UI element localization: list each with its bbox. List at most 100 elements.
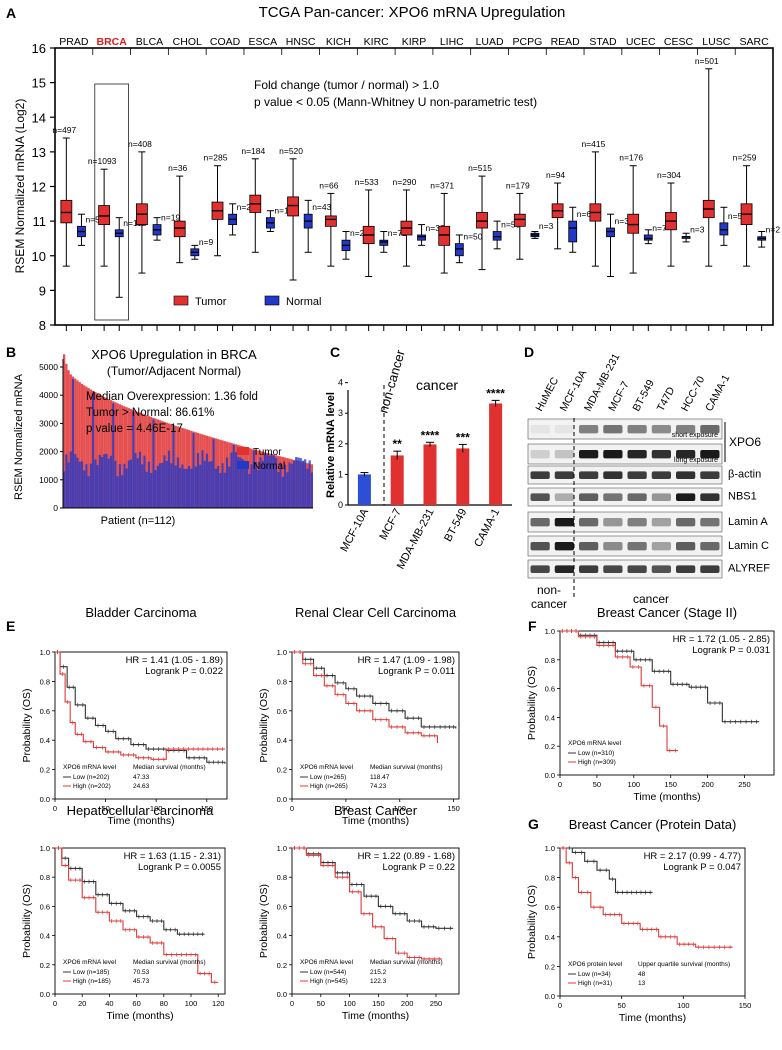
category-label: READ <box>551 36 581 48</box>
normal-bar <box>174 465 177 508</box>
km-E3: Hepatocellular carcinoma 0.0 0.2 0.4 0.6 0.8 1… <box>21 803 226 1022</box>
category-label: CHOL <box>173 36 202 48</box>
y-tick-label: 1.0 <box>545 627 555 636</box>
normal-n-label: n=50 <box>463 232 482 242</box>
normal-bar <box>116 476 119 508</box>
normal-box <box>492 231 502 241</box>
km-legend-low-label: Low (n=544) <box>310 969 346 976</box>
tumor-n-label: n=371 <box>430 180 454 190</box>
km-frame <box>54 651 228 800</box>
normal-bar <box>136 458 139 508</box>
y-tick-label: 0.8 <box>40 677 50 686</box>
normal-bar <box>254 461 258 508</box>
normal-bar <box>172 426 175 508</box>
blot-band <box>651 493 671 501</box>
km-frame <box>559 847 746 997</box>
group-noncancer-1: non- <box>537 583 561 597</box>
normal-bar <box>69 451 72 508</box>
y-tick-label: 10 <box>32 249 46 264</box>
normal-bar <box>114 460 117 508</box>
y-tick-label: 0.0 <box>277 795 287 804</box>
blot-row-label: Lamin C <box>728 540 769 552</box>
normal-bar <box>170 463 173 508</box>
tumor-n-label: n=520 <box>279 146 303 156</box>
normal-bar <box>85 464 88 508</box>
tumor-bar <box>109 400 113 508</box>
y-tick-label: 0.0 <box>545 771 555 780</box>
normal-bar <box>145 471 148 508</box>
x-tick-label: 100 <box>150 804 163 813</box>
tumor-n-label: n=259 <box>733 153 757 163</box>
category-label: PCPG <box>512 36 542 48</box>
km-median-high: 122.3 <box>370 978 387 985</box>
blot-strip <box>527 443 723 465</box>
category-label: STAD <box>589 36 617 48</box>
blot-band <box>579 542 599 551</box>
km-legend-high-label: High (n=185) <box>73 978 111 985</box>
tumor-n-label: n=290 <box>393 177 417 187</box>
tumor-box <box>98 205 111 225</box>
y-tick-label: 0 <box>338 500 343 510</box>
normal-bar <box>290 464 293 508</box>
normal-bar <box>150 472 153 508</box>
y-tick-label: 1.0 <box>277 844 287 853</box>
blot-strip <box>527 418 723 440</box>
y-tick-label: 0.2 <box>40 961 50 970</box>
km-E2: Renal Clear Cell Carcinoma 0.0 0.2 0.4 0.6 0.… <box>258 605 460 827</box>
km-legend-low-label: Low (n=202) <box>73 774 109 781</box>
blot-band <box>651 471 671 479</box>
tumor-box <box>513 213 526 227</box>
blot-band <box>700 518 720 527</box>
normal-bar <box>154 470 157 508</box>
blot-band <box>554 450 574 459</box>
normal-n-label: n=6 <box>577 209 592 219</box>
normal-bar <box>239 457 242 508</box>
lane-label: T47D <box>655 385 678 414</box>
lane-label: CAMA-1 <box>703 373 732 414</box>
category-label: UCEC <box>626 36 656 48</box>
blot-strip <box>527 511 723 533</box>
significance-label: **** <box>486 386 505 400</box>
x-tick-label: 100 <box>343 999 356 1008</box>
tumor-bar <box>69 374 72 508</box>
lane-label: BT-549 <box>630 378 657 414</box>
blot-band <box>676 450 696 459</box>
tumor-bar <box>80 383 84 508</box>
km-xlabel: Time (months) <box>342 815 409 827</box>
blot-band <box>700 493 720 501</box>
significance-label: **** <box>421 428 440 442</box>
high-curve <box>560 630 679 752</box>
y-tick-label: 1.0 <box>545 844 555 853</box>
y-tick-label: 0.2 <box>545 742 555 751</box>
normal-bar <box>98 454 101 508</box>
normal-bar <box>212 439 215 508</box>
normal-bar <box>210 461 213 508</box>
x-tick-label: 100 <box>393 804 406 813</box>
blot-row-label-xpo6: XPO6 <box>729 435 761 449</box>
y-tick-label: 15 <box>32 76 46 91</box>
normal-n-label: n=26 <box>237 202 256 212</box>
panel-letter-b: B <box>6 344 16 360</box>
tumor-bar <box>87 388 90 508</box>
x-tick-label: 40 <box>105 999 113 1008</box>
normal-bar <box>100 457 104 508</box>
normal-bar <box>156 465 159 508</box>
normal-bar <box>306 468 309 508</box>
normal-n-label: n=51 <box>728 211 747 221</box>
km-legend-high-label: High (n=309) <box>578 759 616 766</box>
blot-band <box>627 565 647 573</box>
normal-bar <box>217 465 220 508</box>
normal-bar <box>181 464 184 508</box>
panel-a-annotation-1: Fold change (tumor / normal) > 1.0 <box>254 78 439 92</box>
normal-bar <box>199 464 202 508</box>
x-tick-label: 50 <box>593 780 601 789</box>
tumor-bar <box>118 404 122 508</box>
normal-bar <box>261 460 264 508</box>
normal-bar <box>228 466 231 508</box>
blot-band <box>676 425 696 434</box>
km-legend-title: XPO6 mRNA level <box>63 959 117 966</box>
exposure-label: short exposure <box>672 432 718 439</box>
tumor-bar <box>127 408 130 508</box>
category-label: KIRP <box>402 36 427 48</box>
